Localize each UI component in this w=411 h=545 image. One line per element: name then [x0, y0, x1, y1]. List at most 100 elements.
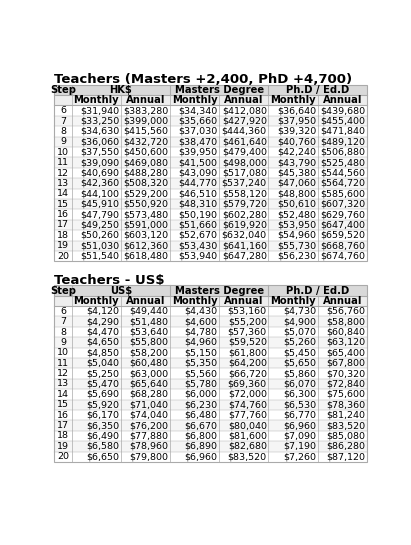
Text: $78,360: $78,360	[326, 400, 365, 409]
Text: 10: 10	[57, 148, 69, 157]
Bar	[55, 95, 367, 105]
Text: 15: 15	[57, 199, 69, 209]
Text: $5,560: $5,560	[185, 369, 217, 378]
Text: 16: 16	[57, 210, 69, 219]
Text: Step: Step	[50, 286, 76, 295]
Text: $77,760: $77,760	[228, 411, 267, 420]
Bar	[55, 296, 367, 306]
Bar	[55, 189, 367, 199]
Bar	[55, 285, 367, 296]
Text: US$: US$	[110, 286, 132, 295]
Text: $455,400: $455,400	[320, 117, 365, 125]
Text: $44,770: $44,770	[179, 179, 217, 188]
Text: $83,520: $83,520	[326, 421, 365, 430]
Text: Annual: Annual	[224, 296, 263, 306]
Text: $5,470: $5,470	[86, 379, 119, 389]
Text: $51,540: $51,540	[80, 252, 119, 261]
Text: 18: 18	[57, 432, 69, 440]
Text: $5,070: $5,070	[283, 328, 316, 336]
Text: $4,470: $4,470	[86, 328, 119, 336]
Text: $585,600: $585,600	[320, 189, 365, 198]
Text: $415,560: $415,560	[123, 127, 169, 136]
Text: $81,600: $81,600	[228, 432, 267, 440]
Text: $383,280: $383,280	[123, 106, 169, 115]
Bar	[55, 317, 367, 327]
Text: 19: 19	[57, 241, 69, 250]
Text: $56,230: $56,230	[277, 252, 316, 261]
Text: $6,530: $6,530	[283, 400, 316, 409]
Bar	[55, 199, 367, 209]
Text: $5,450: $5,450	[283, 348, 316, 358]
Text: $54,960: $54,960	[277, 231, 316, 240]
Bar	[55, 116, 367, 126]
Text: $488,280: $488,280	[123, 168, 169, 178]
Text: $69,360: $69,360	[228, 379, 267, 389]
Text: $52,480: $52,480	[277, 210, 316, 219]
Text: $647,400: $647,400	[320, 221, 365, 229]
Text: $63,000: $63,000	[129, 369, 169, 378]
Text: $489,120: $489,120	[320, 137, 365, 146]
Text: $47,790: $47,790	[80, 210, 119, 219]
Text: $60,840: $60,840	[326, 328, 365, 336]
Text: $63,120: $63,120	[326, 338, 365, 347]
Text: $51,480: $51,480	[129, 317, 169, 326]
Bar	[55, 84, 367, 262]
Text: $60,480: $60,480	[129, 359, 169, 368]
Text: $86,280: $86,280	[326, 442, 365, 451]
Text: $64,200: $64,200	[228, 359, 267, 368]
Text: 6: 6	[60, 106, 66, 115]
Text: $39,320: $39,320	[277, 127, 316, 136]
Text: Teachers - US$: Teachers - US$	[55, 274, 165, 287]
Text: $34,630: $34,630	[80, 127, 119, 136]
Text: $38,470: $38,470	[178, 137, 217, 146]
Text: $544,560: $544,560	[320, 168, 365, 178]
Text: Monthly: Monthly	[172, 95, 217, 105]
Text: $6,070: $6,070	[283, 379, 316, 389]
Text: 13: 13	[57, 379, 69, 389]
Text: $58,200: $58,200	[129, 348, 169, 358]
Text: 9: 9	[60, 338, 66, 347]
Text: $573,480: $573,480	[123, 210, 169, 219]
Text: $564,720: $564,720	[320, 179, 365, 188]
Text: $57,360: $57,360	[228, 328, 267, 336]
Text: $508,320: $508,320	[123, 179, 169, 188]
Text: 10: 10	[57, 348, 69, 358]
Text: $7,190: $7,190	[283, 442, 316, 451]
Text: $37,950: $37,950	[277, 117, 316, 125]
Text: $659,520: $659,520	[320, 231, 365, 240]
Text: $674,760: $674,760	[320, 252, 365, 261]
Text: Annual: Annual	[323, 296, 362, 306]
Text: $647,280: $647,280	[222, 252, 267, 261]
Text: $35,660: $35,660	[178, 117, 217, 125]
Text: $45,910: $45,910	[80, 199, 119, 209]
Text: 8: 8	[60, 127, 66, 136]
Text: $70,320: $70,320	[326, 369, 365, 378]
Text: $525,480: $525,480	[320, 158, 365, 167]
Text: $53,640: $53,640	[129, 328, 169, 336]
Text: $31,940: $31,940	[80, 106, 119, 115]
Text: $37,030: $37,030	[178, 127, 217, 136]
Text: 14: 14	[57, 390, 69, 399]
Bar	[55, 306, 367, 317]
Text: $52,670: $52,670	[179, 231, 217, 240]
Text: $49,250: $49,250	[80, 221, 119, 229]
Text: $66,720: $66,720	[228, 369, 267, 378]
Text: $4,600: $4,600	[185, 317, 217, 326]
Text: $668,760: $668,760	[320, 241, 365, 250]
Bar	[55, 251, 367, 262]
Text: $412,080: $412,080	[222, 106, 267, 115]
Text: $6,800: $6,800	[185, 432, 217, 440]
Text: Annual: Annual	[323, 95, 362, 105]
Bar	[55, 379, 367, 389]
Text: $67,800: $67,800	[326, 359, 365, 368]
Text: $7,090: $7,090	[283, 432, 316, 440]
Text: $47,060: $47,060	[277, 179, 316, 188]
Bar	[55, 358, 367, 368]
Bar	[55, 168, 367, 178]
Text: $4,730: $4,730	[283, 307, 316, 316]
Text: $7,260: $7,260	[283, 452, 316, 461]
Text: $40,690: $40,690	[80, 168, 119, 178]
Text: $6,650: $6,650	[86, 452, 119, 461]
Text: 20: 20	[57, 452, 69, 461]
Text: $48,800: $48,800	[277, 189, 316, 198]
